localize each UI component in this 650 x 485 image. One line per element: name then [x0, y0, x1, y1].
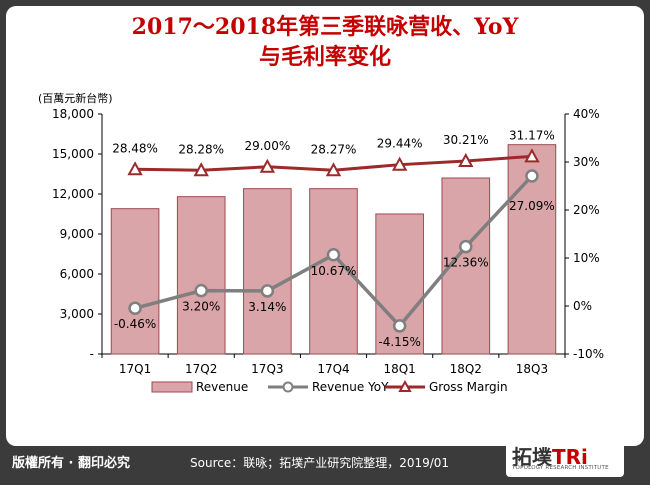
gross-margin-point	[524, 148, 540, 163]
revenue-yoy-point	[128, 301, 142, 315]
legend-gm-marker	[398, 379, 412, 392]
right-tick-label: 10%	[573, 251, 600, 265]
gross-margin-point	[127, 161, 143, 176]
gross-margin-data-label: 28.48%	[112, 141, 158, 155]
title-line-1: 2017～2018年第三季联咏营收、YoY	[131, 14, 519, 40]
right-tick-label: 30%	[573, 155, 600, 169]
logo-ri: TRi	[552, 445, 588, 469]
gross-margin-point	[391, 156, 408, 171]
left-tick-label: 18,000	[52, 107, 94, 121]
right-tick-label: -10%	[573, 347, 604, 361]
revenue-yoy-point	[392, 319, 407, 333]
revenue-bar	[176, 196, 226, 355]
gross-margin-point	[325, 162, 342, 177]
legend-revenue-label: Revenue	[196, 380, 248, 394]
revenue-yoy-data-label: 3.14%	[248, 300, 286, 314]
gross-margin-point	[193, 162, 209, 177]
left-tick-label: -	[90, 347, 94, 361]
revenue-bar	[110, 208, 160, 355]
source-text: Source：联咏；拓墣产业研究院整理，2019/01	[190, 456, 450, 470]
left-tick-label: 9,000	[60, 227, 94, 241]
x-tick-label: 18Q3	[516, 362, 548, 376]
x-tick-label: 17Q2	[185, 362, 217, 376]
revenue-yoy-point	[260, 284, 275, 298]
left-tick-label: 3,000	[60, 307, 94, 321]
gross-margin-data-label: 28.27%	[311, 142, 357, 156]
revenue-bar	[441, 177, 491, 355]
legend-gm-label: Gross Margin	[429, 380, 508, 394]
legend-yoy-marker	[282, 381, 294, 393]
x-tick-label: 17Q1	[119, 362, 151, 376]
x-tick-label: 18Q1	[383, 362, 415, 376]
x-tick-label: 18Q2	[450, 362, 482, 376]
revenue-yoy-data-label: 10.67%	[311, 264, 357, 278]
left-tick-label: 6,000	[60, 267, 94, 281]
legend-yoy-label: Revenue YoY	[312, 380, 389, 394]
gross-margin-data-label: 31.17%	[509, 128, 555, 142]
gross-margin-point	[259, 158, 276, 173]
unit-label: (百萬元新台幣)	[38, 92, 113, 105]
logo-text: 拓墣TRi	[512, 441, 588, 470]
revenue-bar	[243, 188, 292, 355]
logo-subtitle: TOPOLOGY RESEARCH INSTITUTE	[512, 465, 609, 471]
gross-margin-data-label: 29.00%	[244, 139, 290, 153]
copyright-text: 版權所有 · 翻印必究	[12, 456, 130, 471]
x-tick-label: 17Q4	[317, 362, 349, 376]
gross-margin-data-label: 29.44%	[377, 137, 423, 151]
right-tick-label: 0%	[573, 299, 592, 313]
revenue-yoy-point	[459, 239, 473, 254]
tri-logo: 拓墣TRi TOPOLOGY RESEARCH INSTITUTE	[506, 441, 624, 477]
revenue-yoy-point	[194, 283, 208, 298]
revenue-yoy-point	[326, 248, 341, 262]
left-tick-label: 15,000	[52, 147, 94, 161]
legend-revenue-swatch	[151, 381, 193, 393]
revenue-yoy-data-label: -0.46%	[114, 317, 156, 331]
revenue-yoy-data-label: -4.15%	[378, 335, 420, 349]
x-tick-label: 17Q3	[251, 362, 283, 376]
chart-title: 2017～2018年第三季联咏营收、YoY 与毛利率变化	[6, 12, 644, 72]
revenue-bar	[375, 213, 424, 355]
revenue-yoy-data-label: 12.36%	[443, 256, 489, 270]
gross-margin-data-label: 30.21%	[443, 133, 489, 147]
revenue-yoy-data-label: 3.20%	[182, 300, 220, 314]
combo-chart: - 3,000 6,000 9,000 12,000 15,000 18,000 -10% 0%…	[52, 107, 604, 394]
revenue-yoy-data-label: 27.09%	[509, 199, 555, 213]
revenue-yoy-point	[525, 169, 539, 183]
logo-main: 拓墣	[512, 445, 552, 469]
gross-margin-data-label: 28.28%	[178, 142, 224, 156]
title-line-2: 与毛利率变化	[258, 44, 391, 70]
left-tick-label: 12,000	[52, 187, 94, 201]
right-tick-label: 20%	[573, 203, 600, 217]
gross-margin-point	[458, 152, 474, 167]
right-tick-label: 40%	[573, 107, 600, 121]
